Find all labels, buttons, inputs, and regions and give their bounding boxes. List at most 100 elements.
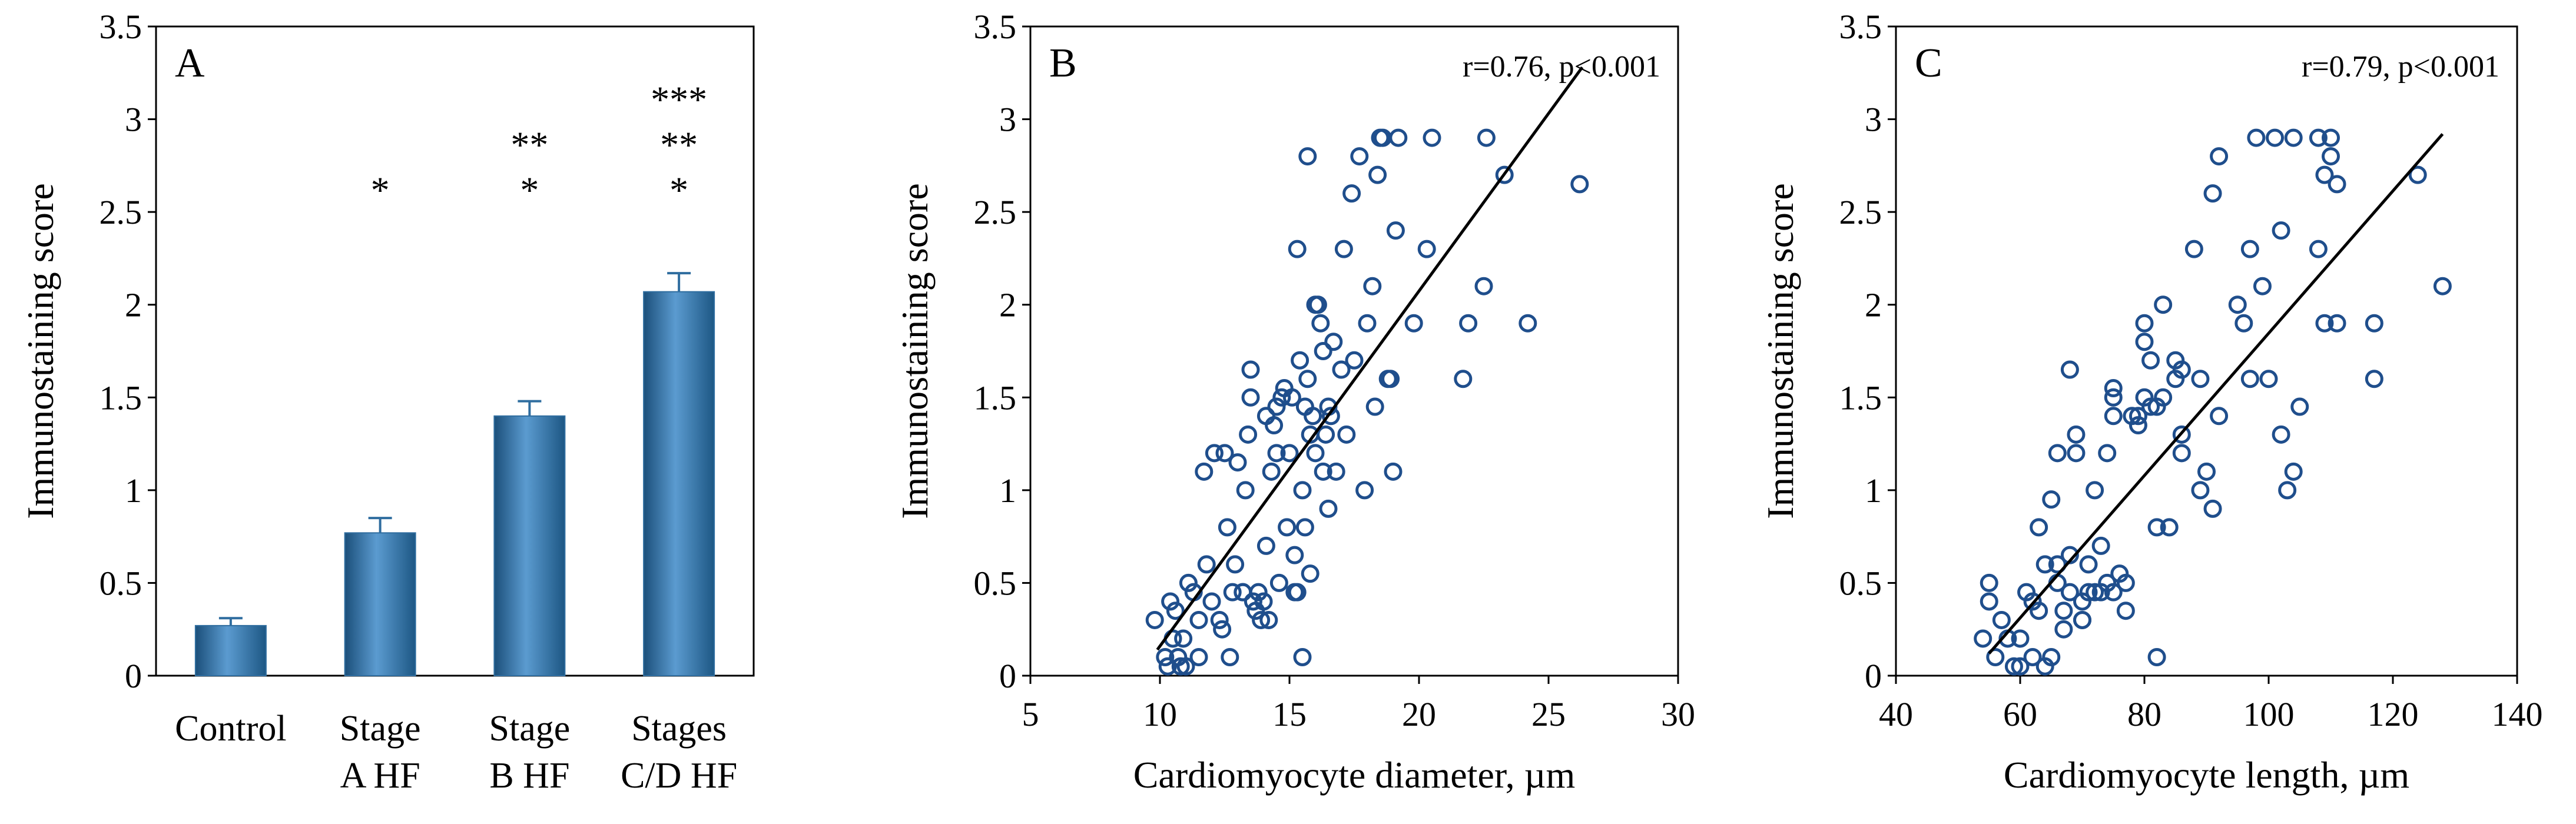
significance-marker: *	[371, 169, 390, 211]
data-point	[2240, 370, 2259, 388]
data-point	[1226, 555, 1245, 574]
data-point	[1417, 240, 1436, 258]
data-point	[1389, 128, 1408, 147]
data-point	[2315, 314, 2334, 333]
significance-marker: **	[510, 124, 548, 165]
data-point	[1174, 629, 1193, 648]
data-point	[2011, 629, 2030, 648]
data-point	[2228, 295, 2247, 314]
data-point	[2129, 407, 2147, 426]
significance-marker: **	[660, 124, 698, 165]
x-tick-label: 10	[1143, 695, 1177, 733]
data-point	[1221, 647, 1239, 666]
data-point	[2154, 295, 2173, 314]
data-point	[1272, 388, 1291, 407]
data-point	[1321, 407, 1340, 426]
data-point	[1314, 342, 1332, 360]
data-point	[2054, 602, 2073, 620]
data-point	[2004, 657, 2023, 676]
data-point	[2210, 147, 2229, 166]
data-point	[1423, 128, 1441, 147]
data-point	[2154, 388, 2173, 407]
data-point	[2322, 128, 2340, 147]
data-point	[1293, 481, 1312, 500]
data-point	[2328, 175, 2346, 194]
data-point	[1171, 657, 1190, 676]
data-point	[1306, 444, 1325, 463]
data-point	[1495, 165, 1514, 184]
data-point	[1381, 370, 1400, 388]
significance-marker: *	[520, 169, 539, 211]
data-point	[1368, 165, 1387, 184]
data-point	[1291, 351, 1309, 370]
data-point	[1295, 518, 1314, 537]
data-point	[2073, 610, 2091, 629]
data-point	[2135, 314, 2154, 333]
data-point	[2054, 620, 2073, 639]
data-point	[2035, 555, 2054, 574]
data-point	[2098, 444, 2117, 463]
data-point	[1334, 240, 1353, 258]
y-tick-label: 0.5	[1839, 564, 1882, 602]
y-tick-label: 0	[999, 657, 1016, 695]
y-axis-title: Immunostaining score	[894, 183, 936, 519]
x-category-label: Control	[175, 709, 286, 749]
data-point	[1166, 602, 1185, 620]
panel-c-scatter-plot: 0 0.5 1 1.5 2 2.5 3 3.5 Immunostaining score C 40 6…	[1759, 8, 2543, 796]
data-point	[1358, 314, 1377, 333]
data-point	[1301, 564, 1320, 583]
x-axis-title: Cardiomyocyte length, µm	[2004, 754, 2409, 796]
significance-marker: ***	[651, 78, 707, 120]
y-tick-label: 1	[125, 471, 142, 510]
data-point	[2309, 240, 2328, 258]
data-point	[1337, 425, 1356, 444]
data-point	[2284, 462, 2303, 481]
data-point	[1267, 397, 1286, 416]
data-point	[2086, 481, 2104, 500]
data-point	[2060, 583, 2079, 602]
data-point	[1293, 647, 1312, 666]
data-point	[2234, 314, 2253, 333]
x-category-label: C/D HF	[621, 756, 737, 796]
data-point	[1454, 370, 1473, 388]
data-point	[1332, 360, 1351, 379]
x-tick-label: 30	[1661, 695, 1695, 733]
data-point	[1288, 583, 1307, 602]
data-point	[1278, 518, 1297, 537]
data-point	[2104, 583, 2123, 602]
data-point	[1350, 147, 1369, 166]
data-point	[2172, 360, 2191, 379]
panel-a-bar-chart: 0 0.5 1 1.5 2 2.5 3 3.5 Immunostaining score A Con…	[19, 8, 755, 796]
y-tick-label: 2.5	[974, 193, 1017, 231]
x-tick-label: 120	[2368, 695, 2419, 733]
data-point	[1986, 647, 2005, 666]
data-point	[1365, 397, 1384, 416]
panel-label: C	[1915, 41, 1942, 86]
bar	[643, 291, 715, 676]
y-tick-label: 2	[125, 286, 142, 324]
data-point	[2141, 351, 2160, 370]
data-point	[1319, 499, 1338, 518]
data-point	[1239, 425, 1258, 444]
data-point	[1259, 610, 1278, 629]
data-point	[2091, 536, 2110, 555]
y-tick-label: 1.5	[1839, 378, 1882, 417]
data-point	[1265, 416, 1284, 435]
y-tick-label: 0.5	[100, 564, 142, 602]
data-point	[2048, 444, 2067, 463]
data-point	[1256, 536, 1275, 555]
y-tick-label: 0.5	[974, 564, 1017, 602]
y-tick-label: 2	[1865, 286, 1882, 324]
data-point	[1974, 629, 1992, 648]
data-point	[1161, 592, 1180, 611]
data-point	[2079, 583, 2098, 602]
x-tick-label: 80	[2127, 695, 2161, 733]
data-point	[1288, 240, 1307, 258]
data-point	[1228, 453, 1247, 472]
data-point	[2129, 416, 2147, 435]
x-category-label: B HF	[489, 756, 569, 796]
y-tick-label: 2.5	[1839, 193, 1882, 231]
data-point	[2278, 481, 2297, 500]
data-point	[2309, 128, 2328, 147]
data-point	[1980, 592, 1998, 611]
